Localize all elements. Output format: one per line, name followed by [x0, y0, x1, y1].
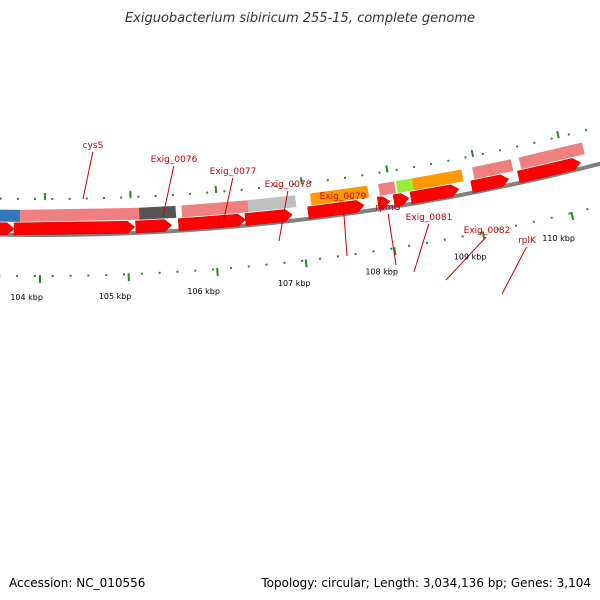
gene-label-rplk: rplK: [518, 236, 537, 246]
gene-label-exig_0077: Exig_0077: [210, 167, 257, 177]
scale-label: 105 kbp: [99, 292, 132, 301]
major-tick: [214, 185, 218, 194]
cog-bar-exig-0076: [138, 205, 177, 220]
backbone: [0, 161, 600, 237]
scale-label: 108 kbp: [365, 267, 398, 276]
scale-label: 109 kbp: [454, 252, 487, 261]
major-tick: [393, 247, 397, 256]
cog-bar-exig-0079: [309, 185, 370, 206]
cds-arrow-8: [392, 193, 410, 207]
major-tick: [470, 149, 475, 158]
cog-features: [0, 142, 585, 222]
cog-bar-exig-0078: [247, 195, 297, 213]
leader-line: [501, 246, 527, 295]
leader-line: [342, 202, 348, 257]
cog-bar-rplK: [518, 142, 585, 170]
gene-label-exig_0076: Exig_0076: [151, 155, 198, 165]
leader-line: [82, 151, 94, 200]
cds-arrow-4: [177, 213, 246, 231]
cds-arrow-9: [409, 184, 460, 205]
cds-arrow-5: [244, 209, 293, 226]
gene-label-exig_0078: Exig_0078: [265, 180, 312, 190]
cog-bar-exig-0077: [181, 200, 249, 218]
cds-arrow-1: [0, 222, 15, 236]
gene-label-exig_0081: Exig_0081: [406, 213, 453, 223]
scale-label: 104 kbp: [10, 293, 43, 302]
scale-label: 106 kbp: [187, 287, 220, 296]
scale-label: 107 kbp: [278, 279, 311, 288]
cds-arrow-7: [376, 196, 391, 210]
leader-line: [162, 165, 175, 217]
backbone-line: [0, 161, 600, 237]
major-tick: [556, 130, 560, 139]
gene-label-leaders: [82, 151, 527, 295]
scale-label: 110 kbp: [542, 234, 575, 243]
scale-labels: 104 kbp 105 kbp 106 kbp 107 kbp 108 kbp 109 k…: [10, 234, 575, 302]
cog-bar-green: [395, 178, 414, 193]
leader-line: [221, 177, 234, 229]
accession-text: Accession: NC_010556: [9, 576, 145, 590]
topology-text: Topology: circular; Length: 3,034,136 bp…: [260, 576, 591, 590]
cds-arrow-10: [470, 174, 510, 193]
cog-bar: [0, 209, 21, 222]
cog-bar-rpmG: [378, 181, 396, 196]
cog-bar-exig-0082: [472, 159, 514, 180]
leader-line: [413, 223, 430, 273]
tick-marks: [0, 128, 589, 283]
leader-line: [278, 190, 289, 242]
major-tick: [216, 268, 219, 277]
major-tick: [300, 177, 303, 185]
major-tick: [385, 165, 389, 173]
gene-labels: cysS Exig_0076 Exig_0077 Exig_0078 Exig_0079…: [83, 141, 537, 246]
cds-arrow-3: [135, 219, 173, 234]
leader-line: [445, 236, 487, 281]
cds-arrow-2: [13, 221, 136, 236]
cds-arrow-11: [517, 158, 581, 184]
gene-label-exig_0082: Exig_0082: [464, 226, 511, 236]
gene-label-cyss: cysS: [83, 141, 104, 151]
major-tick: [570, 211, 575, 221]
gene-label-exig_0079: Exig_0079: [320, 192, 367, 202]
leader-line: [387, 213, 397, 266]
cog-bar-exig-0081: [411, 169, 464, 191]
major-tick: [481, 231, 486, 240]
major-tick: [304, 259, 308, 268]
cds-arrows: [0, 158, 581, 236]
gene-label-rpmg: rpmG: [375, 203, 400, 213]
map-title: Exiguobacterium sibiricum 255-15, comple…: [125, 11, 475, 26]
cog-bar-cysS: [20, 207, 140, 222]
cds-arrow-6: [307, 200, 365, 220]
